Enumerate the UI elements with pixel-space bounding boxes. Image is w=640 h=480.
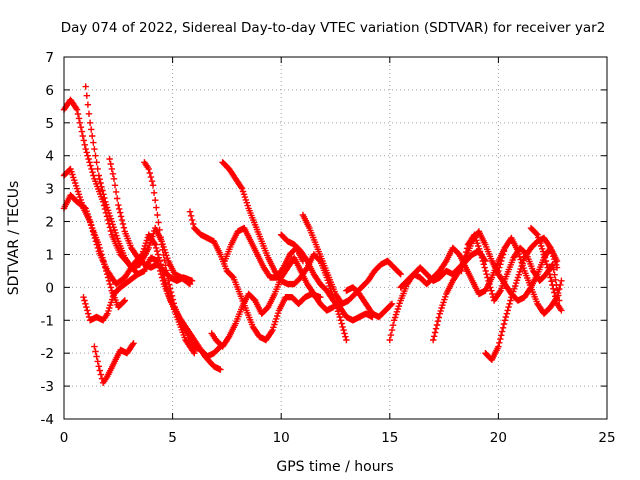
y-axis-label: SDTVAR / TECUs — [6, 181, 22, 296]
series-trace-13 — [278, 231, 376, 324]
plot-frame — [63, 56, 608, 420]
series-trace-21 — [495, 234, 565, 317]
marker-group — [208, 254, 337, 350]
series-trace-15 — [343, 284, 396, 321]
x-tick-label: 20 — [490, 430, 507, 446]
x-axis-label: GPS time / hours — [276, 459, 393, 475]
marker-group — [278, 231, 376, 324]
series-trace-4 — [82, 83, 194, 288]
x-tick-label: 10 — [273, 430, 290, 446]
y-tick-label: -2 — [41, 346, 54, 362]
series-trace-6 — [80, 271, 141, 324]
marker-group — [106, 155, 196, 284]
marker-group — [186, 208, 324, 344]
y-tick-label: 3 — [45, 182, 54, 198]
marker-group — [495, 234, 565, 317]
series-trace-7 — [91, 340, 137, 386]
series-trace-20 — [482, 234, 561, 363]
y-tick-label: 7 — [45, 50, 54, 66]
y-tick-label: -1 — [41, 313, 54, 329]
chart-title: Day 074 of 2022, Sidereal Day-to-day VTE… — [61, 20, 606, 36]
y-tick-label: 2 — [45, 215, 54, 231]
y-tick-label: 5 — [45, 116, 54, 132]
marker-group — [482, 234, 561, 363]
x-tick-label: 15 — [381, 430, 398, 446]
marker-group — [82, 83, 194, 288]
marker-group — [221, 224, 307, 281]
y-tick-label: 1 — [45, 247, 54, 263]
marker-group — [91, 340, 137, 386]
series-trace-10 — [208, 254, 337, 350]
y-tick-label: 6 — [45, 83, 54, 99]
x-tick-label: 0 — [60, 430, 69, 446]
series-trace-9 — [186, 208, 324, 344]
data-points — [60, 83, 565, 386]
marker-group — [80, 271, 141, 324]
y-tick-label: -3 — [41, 379, 54, 395]
series-trace-8 — [141, 159, 224, 360]
x-tick-label: 5 — [168, 430, 177, 446]
marker-group — [343, 284, 396, 321]
series-trace-12 — [221, 224, 307, 281]
marker-group — [397, 244, 509, 298]
series-trace-17 — [397, 244, 509, 298]
y-tick-label: -4 — [41, 412, 54, 428]
y-tick-label: 4 — [45, 149, 54, 165]
x-tick-label: 25 — [598, 430, 615, 446]
series-trace-5 — [106, 155, 196, 284]
marker-group — [527, 224, 565, 314]
y-tick-label: 0 — [45, 280, 54, 296]
series-trace-22 — [527, 224, 565, 314]
marker-group — [141, 159, 224, 360]
